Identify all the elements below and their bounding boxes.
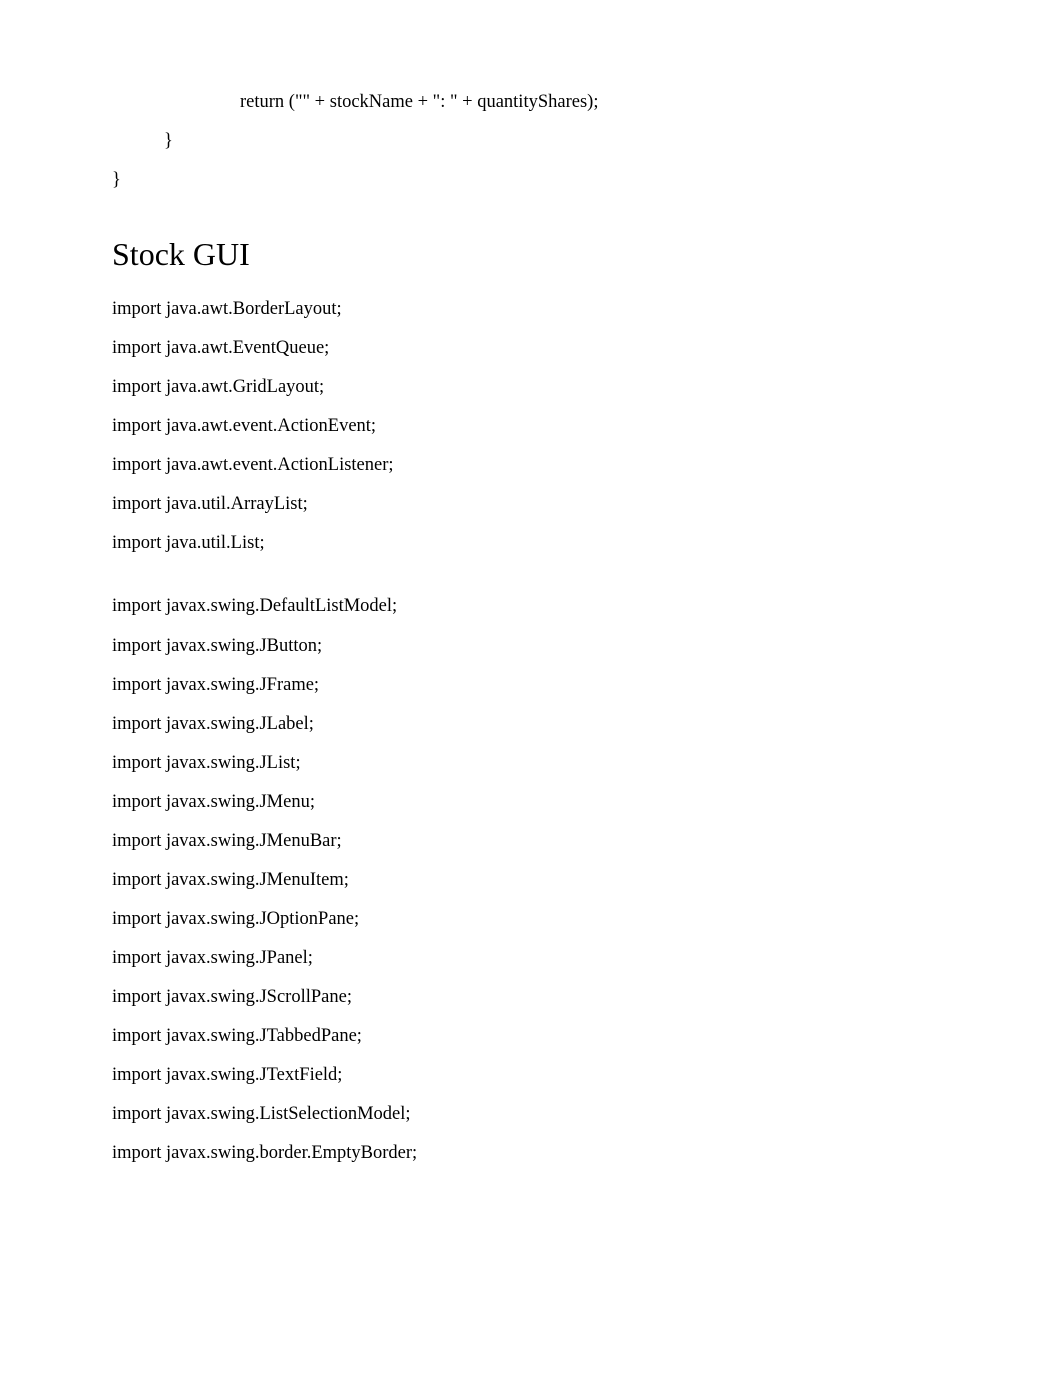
import-line: import java.awt.BorderLayout; (112, 297, 950, 321)
import-line: import javax.swing.JOptionPane; (112, 907, 950, 931)
imports-block-2: import javax.swing.DefaultListModel; impo… (112, 594, 950, 1165)
import-line: import javax.swing.ListSelectionModel; (112, 1102, 950, 1126)
code-close-brace-inner: } (112, 129, 950, 153)
import-line: import javax.swing.JTextField; (112, 1063, 950, 1087)
imports-block-1: import java.awt.BorderLayout; import java… (112, 297, 950, 555)
import-line: import javax.swing.JTabbedPane; (112, 1024, 950, 1048)
import-line: import java.awt.event.ActionEvent; (112, 414, 950, 438)
import-line: import javax.swing.JMenu; (112, 790, 950, 814)
import-line: import java.awt.event.ActionListener; (112, 453, 950, 477)
import-line: import java.awt.EventQueue; (112, 336, 950, 360)
code-close-brace-outer: } (112, 168, 950, 192)
import-line: import javax.swing.border.EmptyBorder; (112, 1141, 950, 1165)
section-heading: Stock GUI (112, 236, 950, 273)
import-line: import javax.swing.JMenuItem; (112, 868, 950, 892)
code-return-line: return ("" + stockName + ": " + quantity… (112, 90, 950, 114)
import-line: import javax.swing.JLabel; (112, 712, 950, 736)
import-line: import javax.swing.DefaultListModel; (112, 594, 950, 618)
import-line: import javax.swing.JScrollPane; (112, 985, 950, 1009)
import-line: import java.awt.GridLayout; (112, 375, 950, 399)
import-line: import javax.swing.JButton; (112, 634, 950, 658)
import-line: import javax.swing.JPanel; (112, 946, 950, 970)
block-spacer (112, 570, 950, 594)
import-line: import javax.swing.JList; (112, 751, 950, 775)
import-line: import java.util.ArrayList; (112, 492, 950, 516)
import-line: import javax.swing.JMenuBar; (112, 829, 950, 853)
import-line: import java.util.List; (112, 531, 950, 555)
import-line: import javax.swing.JFrame; (112, 673, 950, 697)
